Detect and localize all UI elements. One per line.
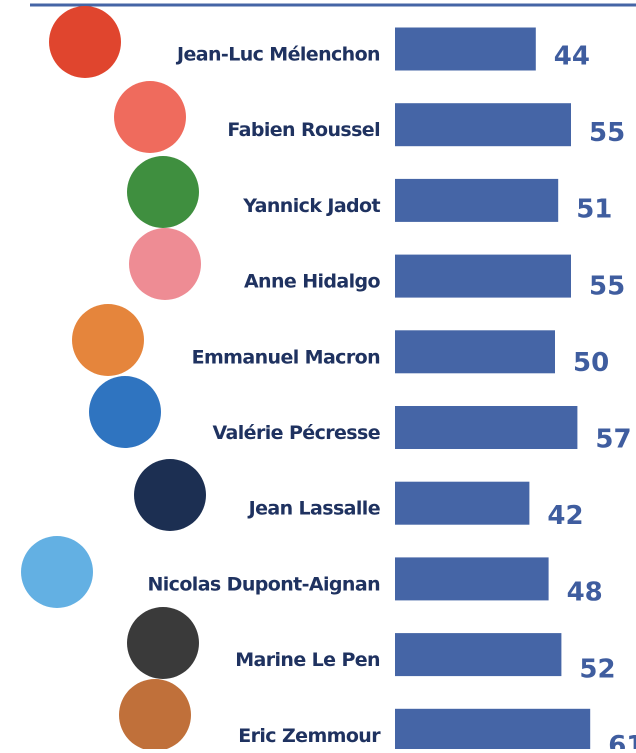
bar: [395, 481, 530, 525]
value-label: 50: [573, 348, 609, 378]
value-label: 57: [595, 425, 631, 455]
bar: [395, 406, 578, 449]
value-label: 44: [554, 42, 590, 72]
portrait: [134, 459, 206, 531]
portrait: [21, 536, 93, 608]
bar: [395, 708, 591, 752]
category-label: Eric Zemmour: [238, 725, 381, 747]
portraits: [21, 6, 206, 751]
value-label: 55: [589, 118, 625, 148]
bar: [395, 27, 536, 71]
bar: [395, 178, 559, 222]
portrait: [119, 679, 191, 751]
bar: [395, 633, 562, 677]
value-label: 61: [608, 731, 636, 749]
portrait: [72, 304, 144, 376]
value-label: 48: [567, 578, 603, 608]
portrait: [127, 156, 199, 228]
category-label: Fabien Roussel: [227, 119, 380, 141]
category-label: Valérie Pécresse: [212, 422, 380, 444]
portrait: [127, 607, 199, 679]
portrait: [129, 228, 201, 300]
portrait: [49, 6, 121, 78]
value-label: 52: [579, 654, 615, 684]
portrait: [114, 81, 186, 153]
bar: [395, 103, 571, 147]
value-label: 51: [576, 195, 612, 225]
category-label: Yannick Jadot: [242, 195, 380, 217]
portrait: [89, 376, 161, 448]
category-label: Emmanuel Macron: [192, 346, 380, 368]
value-label: 55: [589, 271, 625, 301]
category-label: Jean Lassalle: [247, 498, 380, 520]
bar: [395, 557, 549, 601]
category-label: Nicolas Dupont-Aignan: [147, 573, 380, 595]
category-label: Jean-Luc Mélenchon: [175, 44, 380, 66]
category-label: Anne Hidalgo: [244, 271, 381, 293]
bar: [395, 254, 571, 298]
bar: [395, 330, 555, 374]
category-label: Marine Le Pen: [235, 649, 380, 671]
value-label: 42: [547, 501, 583, 531]
